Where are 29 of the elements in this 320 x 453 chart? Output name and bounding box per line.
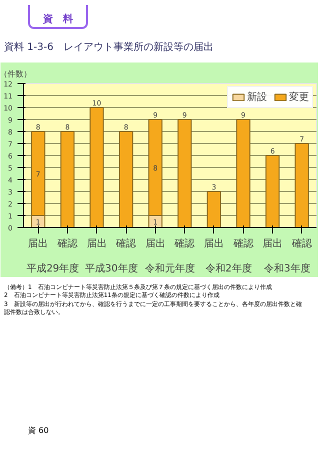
legend-label: 変更 <box>289 90 309 104</box>
text: 資 60 <box>28 424 49 436</box>
bar <box>118 131 134 228</box>
bar <box>206 191 222 228</box>
text: 資 料 <box>43 13 73 27</box>
x-tick-label: 確認 <box>232 238 254 250</box>
x-tick-label: 届出 <box>145 238 166 250</box>
x-tick-label: 確認 <box>56 238 78 250</box>
x-tick-label: 確認 <box>290 238 312 250</box>
x-tick-label: 確認 <box>174 238 195 250</box>
text: 令和2年度 <box>205 262 252 274</box>
text: 平成29年度 <box>26 262 80 274</box>
bar <box>265 155 280 228</box>
bar <box>178 119 192 228</box>
bar <box>294 143 309 228</box>
y-axis-title: （件数） <box>0 70 32 78</box>
x-tick-label: 確認 <box>115 238 136 250</box>
legend-label: 新設 <box>247 90 267 104</box>
bar <box>236 119 250 228</box>
chart-title: 資料 1-3-6 レイアウト事業所の新設等の届出 <box>4 41 214 55</box>
x-tick-label: 届出 <box>262 238 283 250</box>
text: 平成30年度 <box>85 262 138 274</box>
text: 令和元年度 <box>145 262 195 274</box>
bar <box>60 131 75 228</box>
bar <box>90 107 104 228</box>
text: 令和3年度 <box>264 262 310 274</box>
x-tick-label: 届出 <box>204 238 224 250</box>
x-tick-label: 届出 <box>86 238 107 250</box>
x-tick-label: 届出 <box>28 238 48 250</box>
